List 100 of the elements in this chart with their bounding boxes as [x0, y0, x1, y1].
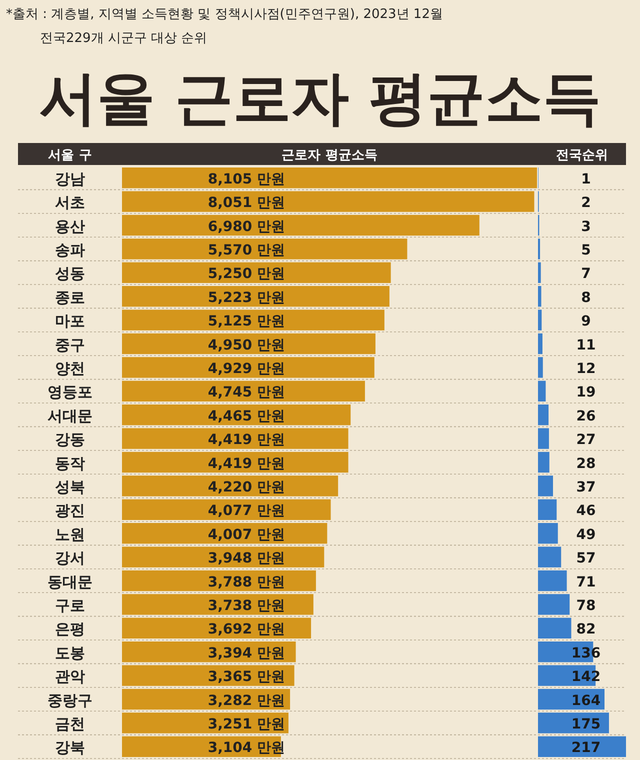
data-label: 175 — [571, 716, 601, 732]
data-label: 3,365 만원 — [208, 669, 285, 686]
data-label: 4,745 만원 — [208, 384, 285, 401]
data-label: 57 — [576, 550, 596, 567]
data-label: 2 — [581, 195, 591, 212]
data-label: 3,948 만원 — [208, 550, 285, 567]
y-tick-label: 금천 — [55, 714, 85, 733]
y-tick-label: 성북 — [55, 478, 85, 496]
x-axis-title: 근로자 평균소득 — [282, 148, 378, 163]
data-label: 3,788 만원 — [208, 574, 285, 590]
data-label: 46 — [576, 503, 596, 520]
y-tick-label: 강동 — [55, 430, 85, 449]
bar — [122, 546, 324, 568]
y-tick-label: 관악 — [55, 668, 85, 686]
bar — [122, 452, 348, 473]
text: 전국229개 시군구 대상 순위 — [40, 31, 208, 46]
bar — [538, 357, 543, 378]
y-tick-label: 구로 — [55, 596, 85, 614]
data-label: 71 — [576, 574, 596, 590]
y-tick-label: 마포 — [55, 312, 85, 330]
bar — [122, 310, 384, 330]
data-label: 8,105 만원 — [208, 171, 285, 188]
bar — [122, 238, 408, 260]
data-label: 11 — [576, 337, 596, 354]
y-tick-label: 은평 — [55, 620, 85, 638]
data-label: 49 — [576, 526, 596, 543]
data-label: 217 — [571, 740, 601, 756]
data-label: 9 — [581, 314, 591, 330]
y-tick-label: 영등포 — [48, 383, 92, 402]
y-tick-label: 강남 — [55, 170, 85, 188]
bar — [538, 618, 572, 638]
data-label: 1 — [581, 171, 591, 188]
data-label: 7 — [581, 266, 591, 282]
bar — [538, 452, 550, 473]
data-label: 12 — [576, 360, 596, 377]
y-tick-label: 용산 — [55, 217, 85, 236]
bar — [538, 428, 549, 449]
data-label: 5 — [581, 242, 591, 258]
data-label: 3,394 만원 — [208, 645, 285, 662]
bar — [538, 594, 570, 615]
bar — [538, 404, 549, 426]
bar — [538, 736, 626, 757]
y-tick-label: 성동 — [55, 264, 85, 283]
x-axis-title: 전국순위 — [556, 148, 608, 163]
y-tick-label: 노원 — [55, 525, 85, 544]
y-tick-label: 강북 — [55, 738, 85, 757]
y-tick-label: 서초 — [55, 194, 85, 212]
data-label: 8 — [581, 290, 591, 306]
data-label: 19 — [576, 384, 596, 401]
y-tick-label: 종로 — [55, 288, 85, 306]
bar — [122, 380, 365, 402]
data-label: 4,929 만원 — [208, 360, 285, 377]
data-label: 4,419 만원 — [208, 456, 285, 472]
bar — [538, 523, 558, 544]
bar — [538, 546, 562, 568]
data-label: 3 — [581, 218, 591, 235]
bar — [122, 286, 390, 307]
data-label: 5,125 만원 — [208, 314, 285, 330]
bar — [122, 191, 534, 212]
bar — [538, 286, 542, 307]
data-label: 4,007 만원 — [208, 526, 285, 543]
chart-title: 서울 근로자 평균소득 — [38, 64, 602, 132]
data-label: 5,223 만원 — [208, 290, 285, 306]
data-label: 26 — [576, 408, 596, 424]
data-label: 5,250 만원 — [208, 266, 285, 282]
data-label: 4,220 만원 — [208, 479, 285, 496]
y-tick-label: 중랑구 — [48, 691, 92, 710]
y-tick-label: 송파 — [55, 240, 85, 259]
data-label: 164 — [571, 692, 601, 709]
data-label: 8,051 만원 — [208, 195, 285, 212]
y-tick-label: 중구 — [55, 336, 85, 354]
bar — [122, 594, 314, 615]
text: *출처 : 계층별, 지역별 소득현황 및 정책시사점(민주연구원), 2023년 12월 — [6, 7, 443, 22]
data-label: 4,950 만원 — [208, 337, 285, 354]
y-tick-label: 동작 — [55, 454, 85, 472]
data-label: 3,738 만원 — [208, 598, 285, 614]
data-label: 5,570 만원 — [208, 242, 285, 258]
bar — [538, 262, 541, 283]
data-label: 3,282 만원 — [208, 692, 285, 709]
data-label: 37 — [576, 479, 596, 496]
data-label: 3,692 만원 — [208, 622, 285, 638]
bar — [538, 712, 609, 734]
y-tick-label: 동대문 — [48, 572, 92, 591]
bar — [538, 380, 546, 402]
data-label: 4,419 만원 — [208, 432, 285, 448]
data-label: 4,077 만원 — [208, 503, 285, 520]
bar — [538, 570, 567, 592]
y-tick-label: 광진 — [55, 502, 85, 520]
bar — [122, 333, 376, 354]
bar — [122, 262, 391, 283]
data-label: 82 — [576, 622, 596, 638]
bar — [122, 357, 374, 378]
y-axis-title: 서울 구 — [48, 148, 92, 163]
data-label: 6,980 만원 — [208, 218, 285, 235]
bar — [538, 476, 554, 496]
data-label: 4,465 만원 — [208, 408, 285, 424]
bar — [538, 310, 542, 330]
data-label: 3,251 만원 — [208, 716, 285, 732]
data-label: 78 — [576, 598, 596, 614]
bar — [538, 499, 557, 520]
